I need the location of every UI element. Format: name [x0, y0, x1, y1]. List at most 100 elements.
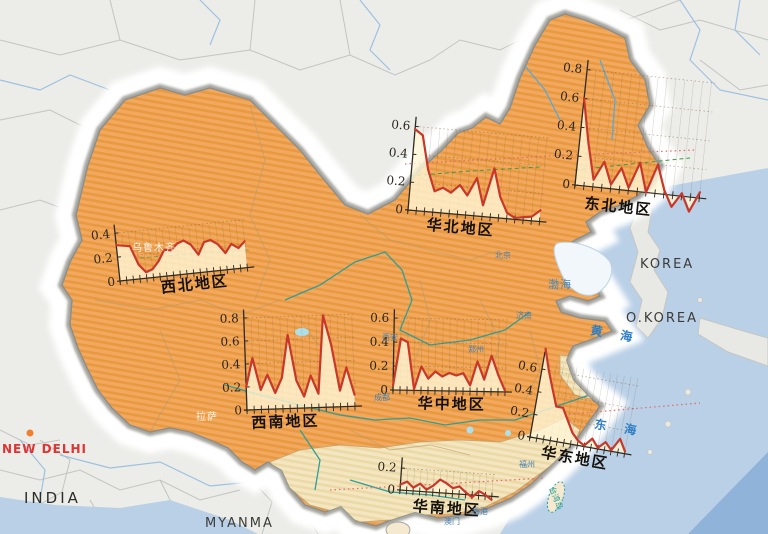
xinan-area-fill	[246, 315, 355, 410]
huabei-x-tick	[530, 216, 533, 225]
huadong-x-tick	[576, 441, 579, 450]
huabei-gridline	[530, 137, 539, 226]
xinan-line	[245, 314, 356, 398]
huadong-y-tick-label: 0	[516, 428, 526, 443]
dongbei-gridline	[680, 81, 694, 202]
dongbei-y-axis	[574, 59, 589, 188]
huanan-y-tick-label: 0	[387, 482, 396, 496]
dongbei-x-tick	[698, 194, 701, 203]
huabei-x-tick	[472, 211, 475, 220]
huabei-y-tick-label: 0.4	[388, 145, 409, 161]
huazhong-y-tick-label: 0.2	[369, 359, 388, 373]
huazhong-y-tick-label: 0.6	[370, 311, 389, 325]
huadong-gridline	[596, 373, 612, 454]
huadong-y-tick	[529, 436, 534, 439]
huabei-gridline	[505, 135, 515, 224]
huadong-y-tick	[537, 391, 542, 393]
map-labels: NEW DELHI INDIA MYANMA KOREA O.KOREA 渤海 …	[2, 241, 696, 531]
xinan-region-label: 西南地区	[251, 411, 320, 431]
xibei-x-tick	[192, 269, 195, 278]
huadong-x-tick	[562, 438, 565, 447]
xinan-hgrid	[243, 313, 356, 319]
huabei-x-tick	[505, 214, 508, 223]
dongbei-y-tick-label: 0.8	[562, 60, 582, 76]
dongbei-x-tick	[671, 191, 674, 200]
new-delhi-label: NEW DELHI	[2, 442, 87, 456]
huanan-x-tick	[451, 489, 454, 498]
huadong-x-tick	[555, 437, 559, 446]
huanan-x-tick	[438, 488, 441, 497]
xibei-x-tick	[212, 267, 215, 276]
dongbei-hgrid	[577, 155, 707, 171]
dongbei-x-tick	[654, 189, 656, 198]
chart-xinan: 0.8 0.6 0.4 0.2 0 西南地区	[219, 309, 362, 432]
huanan-x-tick	[432, 488, 434, 497]
huanan-hgrid	[401, 467, 498, 476]
dongbei-hgrid	[584, 98, 713, 113]
huabei-hgrid	[412, 153, 549, 167]
xibei-x-tick	[139, 274, 141, 283]
huadong-x-axis	[526, 435, 632, 456]
india-label: INDIA	[24, 489, 81, 507]
dongbei-line	[582, 97, 702, 213]
sea-southwest	[0, 497, 258, 534]
huazhong-y-tick-label: 0.4	[370, 335, 390, 349]
xibei-x-tick	[186, 269, 188, 278]
huazhong-hgrid	[393, 341, 510, 345]
huadong-y-tick	[533, 413, 538, 416]
xinan-y-tick-label: 0.2	[222, 380, 242, 395]
dongbei-x-tick	[609, 184, 612, 193]
huabei-x-tick	[497, 213, 500, 222]
huazhong-y-tick-label: 0	[380, 383, 388, 397]
xibei-x-tick	[159, 272, 162, 281]
taiwan-island	[546, 481, 566, 513]
huadong-y-tick	[541, 368, 546, 371]
huazhong-line	[391, 337, 507, 392]
macau-label: 澳门	[444, 516, 460, 526]
huabei-x-tick	[456, 210, 459, 219]
ryukyu-islands	[647, 297, 703, 455]
huazhong-hgrid	[394, 317, 511, 321]
chart-huazhong: 0.6 0.4 0.2 0 华中地区	[369, 309, 512, 414]
huadong-hgrid	[541, 368, 641, 387]
huadong-x-tick	[535, 434, 538, 443]
xibei-x-tick	[199, 268, 202, 277]
xinan-y-tick-label: 0	[234, 403, 242, 417]
huadong-x-tick	[549, 436, 552, 445]
huadong-gridline	[623, 377, 639, 459]
huabei-gridline	[514, 136, 523, 225]
huanan-x-tick	[418, 487, 421, 496]
huabei-x-tick	[538, 217, 541, 226]
xinan-y-axis	[242, 309, 248, 413]
xinan-x-axis	[243, 405, 362, 411]
dongbei-y-tick-label: 0.6	[559, 89, 579, 105]
hainan-island	[385, 521, 411, 534]
xibei-x-tick	[145, 274, 148, 283]
huadong-gridline	[582, 370, 598, 452]
outer-rivers	[0, 0, 768, 501]
xinan-y-tick-label: 0.8	[219, 311, 239, 326]
japan-land	[697, 317, 768, 367]
huadong-x-tick	[616, 448, 619, 457]
xibei-x-tick	[179, 270, 182, 279]
huanan-x-axis	[396, 489, 499, 498]
urumqi-label: 乌鲁木齐	[132, 241, 176, 254]
chengdu-label: 成都	[374, 392, 390, 402]
huazhong-gridline	[504, 321, 507, 397]
dongbei-gridline	[591, 71, 606, 192]
deep-sea-band	[688, 452, 768, 534]
xibei-x-tick	[172, 271, 175, 280]
huabei-line	[413, 128, 542, 220]
huabei-x-tick	[448, 209, 450, 218]
chart-huanan: 0.2 0 华南地区	[377, 457, 499, 520]
huabei-y-tick-label: 0.6	[391, 117, 411, 133]
xibei-x-tick	[166, 272, 168, 281]
xinan-hgrid	[245, 359, 358, 365]
xibei-x-tick	[233, 265, 235, 274]
huadong-gridline	[609, 375, 625, 457]
myanmar-label: MYANMA	[205, 516, 274, 531]
